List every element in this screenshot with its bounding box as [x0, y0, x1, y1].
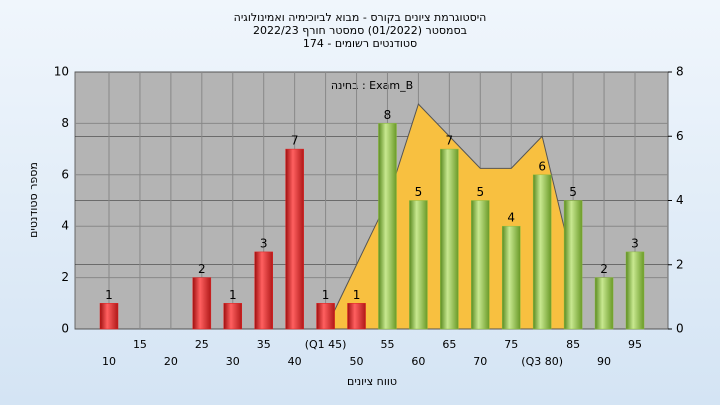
data-label: 1: [353, 288, 361, 302]
x-tick-label: 10: [102, 355, 116, 368]
data-label: 4: [507, 211, 515, 225]
bar: [594, 277, 614, 330]
data-label: 5: [569, 185, 577, 199]
y-tick-label: 6: [61, 167, 69, 181]
x-tick-label: 55: [380, 338, 394, 351]
bar: [347, 303, 366, 330]
data-label: 7: [446, 134, 454, 148]
bar: [625, 251, 645, 330]
title-3: סטודנטים רשומים - 174: [303, 37, 417, 50]
x-axis-label: טווח ציונים: [347, 375, 397, 388]
data-label: 7: [291, 134, 299, 148]
y-axis-label: מספר סטודנטים: [27, 162, 40, 238]
annotation: בחינה : Exam_B: [331, 79, 413, 92]
x-tick-label: 90: [597, 355, 611, 368]
x-tick-label: 75: [504, 338, 518, 351]
y-tick-label: 2: [61, 270, 69, 284]
bar: [378, 123, 397, 330]
y2-tick-label: 0: [676, 322, 684, 336]
bar: [563, 200, 583, 330]
x-tick-label: 15: [133, 338, 147, 351]
title-1: היסטוגרמת ציונים בקורס - מבוא לביוכימיה …: [234, 11, 487, 24]
x-tick-label: 65: [442, 338, 456, 351]
bar: [316, 303, 335, 330]
bar: [285, 148, 304, 330]
bar: [223, 303, 243, 330]
y-tick-label: 8: [61, 116, 69, 130]
data-label: 1: [229, 288, 237, 302]
y2-tick-label: 6: [676, 129, 684, 143]
x-tick-label: 60: [411, 355, 425, 368]
bar: [409, 200, 428, 330]
bar: [99, 303, 119, 330]
bar: [192, 277, 212, 330]
x-tick-label: (Q1 45): [305, 338, 347, 351]
data-label: 1: [105, 288, 113, 302]
x-tick-label: 20: [164, 355, 178, 368]
x-tick-label: 25: [195, 338, 209, 351]
x-tick-label: 30: [226, 355, 240, 368]
data-label: 1: [322, 288, 330, 302]
y2-tick-label: 8: [676, 65, 684, 79]
bar: [440, 148, 459, 330]
x-tick-label: 35: [257, 338, 271, 351]
data-label: 5: [476, 185, 484, 199]
data-label: 3: [260, 236, 268, 250]
x-tick-label: 40: [288, 355, 302, 368]
data-label: 2: [198, 262, 206, 276]
bar: [532, 174, 552, 330]
x-tick-label: 50: [350, 355, 364, 368]
y-tick-label: 10: [54, 65, 69, 79]
x-tick-label: 70: [473, 355, 487, 368]
bar: [471, 200, 490, 330]
y2-tick-label: 2: [676, 257, 684, 271]
data-label: 3: [631, 236, 639, 250]
data-label: 6: [538, 159, 546, 173]
y-tick-label: 4: [61, 219, 69, 233]
data-label: 5: [415, 185, 423, 199]
title-2: בסמסטר (01/2022) סמסטר חורף 2022/23: [253, 24, 467, 37]
y-tick-label: 0: [61, 322, 69, 336]
x-tick-label: 95: [628, 338, 642, 351]
x-tick-label: (Q3 80): [521, 355, 563, 368]
bar: [501, 225, 521, 330]
data-label: 2: [600, 262, 608, 276]
data-label: 8: [384, 108, 392, 122]
bar: [254, 251, 273, 330]
x-tick-label: 85: [566, 338, 580, 351]
y2-tick-label: 4: [676, 193, 684, 207]
